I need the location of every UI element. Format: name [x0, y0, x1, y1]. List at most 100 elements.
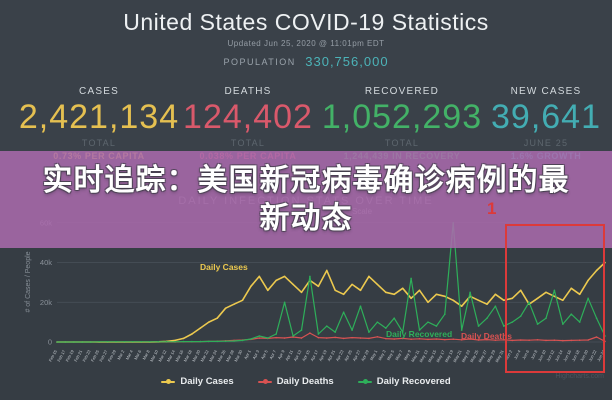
x-tick-label: May 31: [494, 348, 505, 363]
y-tick-label: 0: [48, 338, 52, 347]
x-tick-label: Jun 22: [587, 348, 597, 362]
x-tick-label: Apr 23: [335, 348, 345, 361]
x-tick-label: May 29: [486, 348, 497, 363]
series-daily-recovered: [57, 222, 606, 343]
x-tick-label: Feb 27: [98, 348, 109, 362]
x-tick-label: Mar 22: [199, 348, 210, 362]
population-value: 330,756,000: [305, 54, 389, 70]
legend-daily-recovered-label: Daily Recovered: [376, 376, 451, 387]
stat-deaths: DEATHS 124,402 TOTAL 0.038% PER CAPITA: [182, 86, 314, 161]
x-tick-label: Feb 21: [73, 348, 84, 362]
x-tick-label: Mar 20: [191, 348, 202, 362]
x-tick-label: Jun 18: [571, 348, 581, 362]
x-tick-label: May 25: [469, 348, 480, 363]
x-tick-label: Apr 3: [251, 348, 260, 359]
x-tick-label: May 17: [435, 348, 446, 363]
x-tick-label: Mar 26: [216, 348, 227, 362]
x-tick-label: Mar 14: [166, 348, 177, 362]
x-tick-label: Apr 15: [301, 348, 311, 361]
x-tick-label: May 21: [452, 348, 463, 363]
y-tick-label: 20k: [40, 298, 52, 307]
x-tick-label: Jun 2: [504, 348, 513, 360]
x-tick-label: Apr 19: [318, 348, 328, 361]
x-tick-label: Jun 4: [513, 348, 522, 360]
x-tick-label: May 13: [418, 348, 429, 363]
stat-deaths-label: DEATHS: [224, 86, 272, 97]
x-tick-label: Mar 4: [125, 348, 135, 360]
stat-recovered-value: 1,052,293: [321, 98, 483, 136]
daily-deaths-marker-icon: [257, 379, 272, 384]
x-tick-label: Mar 18: [183, 348, 194, 362]
stat-new-cases-label: NEW CASES: [510, 86, 582, 97]
x-tick-label: Mar 8: [141, 348, 151, 360]
daily-cases-marker-icon: [161, 379, 176, 384]
x-tick-label: May 9: [402, 348, 412, 361]
headline-line-1: 实时追踪：美国新冠病毒确诊病例的最: [42, 163, 570, 197]
stat-deaths-total-label: TOTAL: [230, 138, 266, 148]
y-tick-label: 40k: [40, 258, 52, 267]
chart-legend: Daily Cases Daily Deaths Daily Recovered: [0, 376, 612, 387]
x-tick-label: Apr 21: [326, 348, 336, 361]
inline-series-label: Daily Recovered: [386, 329, 452, 339]
population-label: POPULATION: [223, 56, 296, 67]
stat-new-cases: NEW CASES 39,641 JUNE 25 1.6% GROWTH: [488, 86, 604, 161]
stat-recovered-total-label: TOTAL: [384, 138, 420, 148]
x-tick-label: Jun 12: [545, 348, 555, 362]
x-tick-label: Feb 25: [90, 348, 101, 362]
legend-item-daily-deaths[interactable]: Daily Deaths: [257, 376, 334, 387]
x-tick-label: Mar 24: [208, 348, 219, 362]
headline-line-2: 新动态: [259, 201, 353, 235]
legend-item-daily-recovered[interactable]: Daily Recovered: [357, 376, 451, 387]
x-tick-label: Jun 16: [562, 348, 572, 362]
x-tick-label: Apr 5: [260, 348, 269, 359]
x-tick-label: May 11: [410, 348, 421, 362]
x-tick-label: Mar 6: [133, 348, 143, 360]
x-tick-label: Mar 10: [149, 348, 160, 362]
legend-daily-cases-label: Daily Cases: [180, 376, 234, 387]
legend-daily-deaths-label: Daily Deaths: [276, 376, 334, 387]
x-tick-label: Apr 27: [351, 348, 361, 361]
y-axis-title: # of Cases / People: [25, 251, 32, 312]
x-tick-label: May 19: [444, 348, 455, 363]
x-tick-label: Apr 9: [277, 348, 286, 359]
population-row: POPULATION 330,756,000: [0, 53, 612, 71]
legend-item-daily-cases[interactable]: Daily Cases: [161, 376, 234, 387]
x-tick-label: May 5: [386, 348, 396, 361]
stat-cases-total-label: TOTAL: [81, 138, 117, 148]
x-tick-label: Jun 6: [521, 348, 530, 360]
stat-cases: CASES 2,421,134 TOTAL 0.73% PER CAPITA: [18, 86, 180, 161]
x-tick-label: Apr 11: [284, 348, 294, 361]
x-tick-label: Apr 7: [268, 348, 277, 359]
x-tick-label: Jun 10: [537, 348, 547, 362]
x-tick-label: Mar 28: [225, 348, 236, 362]
x-tick-label: Feb 29: [107, 348, 118, 362]
x-tick-label: Feb 15: [48, 348, 59, 362]
inline-series-label: Daily Deaths: [461, 331, 512, 341]
x-tick-label: Jun 24: [596, 348, 606, 362]
page-title: United States COVID-19 Statistics: [123, 9, 489, 35]
x-tick-label: May 3: [377, 348, 387, 361]
x-tick-label: Apr 17: [309, 348, 319, 361]
x-tick-label: Apr 29: [360, 348, 370, 361]
stat-cases-value: 2,421,134: [18, 98, 180, 136]
x-tick-label: Mar 16: [174, 348, 185, 362]
x-tick-label: Jun 8: [529, 348, 538, 360]
stat-cases-label: CASES: [79, 86, 119, 97]
stat-new-cases-date: JUNE 25: [523, 138, 569, 148]
x-tick-label: Apr 1: [243, 348, 252, 359]
x-tick-label: Mar 2: [116, 348, 126, 360]
headline-overlay: 实时追踪：美国新冠病毒确诊病例的最 新动态: [0, 151, 612, 248]
daily-recovered-marker-icon: [357, 379, 372, 384]
highcharts-credit[interactable]: Highcharts.com: [555, 373, 604, 380]
stat-recovered-label: RECOVERED: [364, 86, 440, 97]
x-tick-label: Feb 23: [81, 348, 92, 362]
inline-series-label: Daily Cases: [200, 262, 248, 272]
stat-new-cases-value: 39,641: [491, 98, 601, 136]
x-tick-label: May 1: [369, 348, 379, 361]
x-tick-label: Feb 17: [56, 348, 67, 362]
stat-recovered: RECOVERED 1,052,293 TOTAL 1,244,439 IN R…: [318, 86, 486, 161]
updated-timestamp: Updated Jun 25, 2020 @ 11:01pm EDT: [227, 39, 385, 48]
x-tick-label: May 27: [477, 348, 488, 363]
x-tick-label: Jun 14: [554, 348, 564, 362]
